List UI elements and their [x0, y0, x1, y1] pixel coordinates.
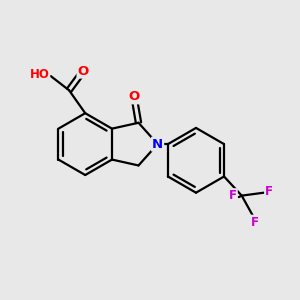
Text: F: F	[265, 185, 273, 198]
Text: HO: HO	[29, 68, 49, 81]
Text: F: F	[251, 216, 259, 229]
Text: F: F	[229, 189, 237, 202]
Text: O: O	[128, 90, 140, 104]
Text: O: O	[77, 64, 89, 78]
Text: N: N	[152, 138, 163, 151]
